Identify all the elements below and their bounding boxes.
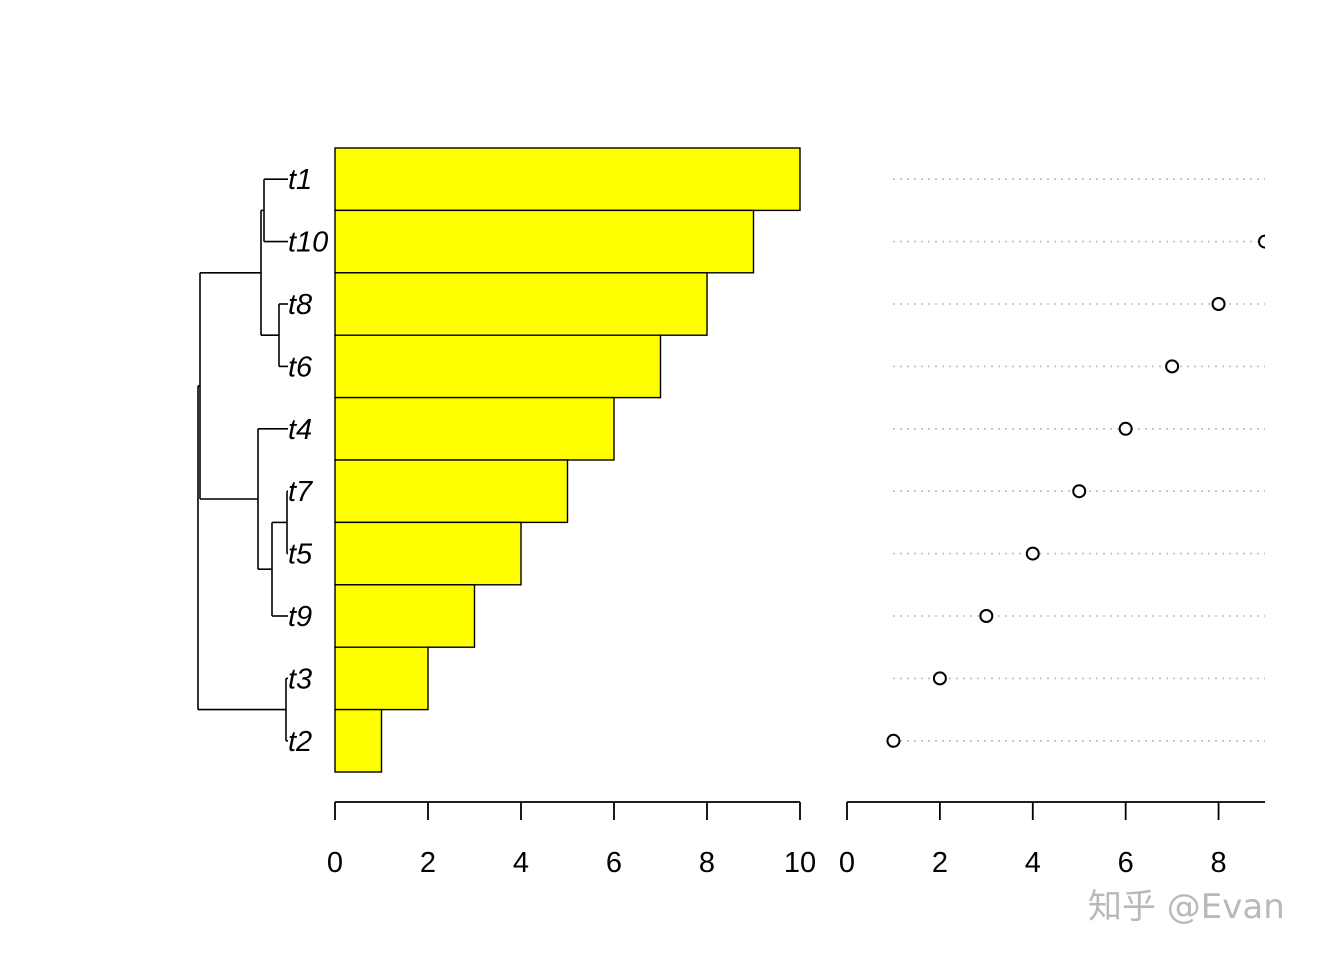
point-t1	[1305, 173, 1317, 185]
point-t8	[1211, 297, 1226, 311]
point-t4	[1118, 421, 1133, 436]
tip-label: t10	[288, 227, 328, 259]
tip-label: t4	[288, 414, 312, 446]
point-t9	[979, 609, 994, 623]
point-t3	[932, 671, 947, 686]
bar-t6	[334, 334, 662, 399]
bar-t10	[334, 209, 755, 274]
axes: 0 2 4 6 8 10 0 2 4 6 8	[327, 801, 1265, 879]
point-t2	[886, 733, 901, 748]
point-t10	[1258, 234, 1265, 249]
tip-label: t2	[288, 726, 312, 758]
tip-label: t9	[288, 601, 312, 633]
point-t6	[1165, 359, 1180, 374]
point-t5	[1025, 546, 1040, 561]
dot-tick-label: 4	[1025, 847, 1041, 879]
bar-t2	[334, 708, 383, 773]
point-t7	[1072, 484, 1087, 499]
dot-tick-label: 2	[932, 847, 948, 879]
bar-tick-label: 6	[606, 847, 622, 879]
tip-label: t3	[288, 663, 312, 695]
bar-tick-label: 10	[784, 847, 816, 879]
dot-tick-label: 8	[1210, 847, 1226, 879]
bar-tick-label: 2	[420, 847, 436, 879]
bar-tick-label: 8	[699, 847, 715, 879]
phylo-tree	[197, 178, 288, 742]
bar-t5	[334, 521, 522, 586]
bar-tick-label: 4	[513, 847, 529, 879]
tip-label: t7	[288, 476, 314, 508]
bar-t3	[334, 646, 429, 711]
bar-t7	[334, 459, 569, 524]
bar-panel	[334, 147, 801, 773]
tip-label: t5	[288, 539, 313, 571]
dot-tick-label: 6	[1118, 847, 1134, 879]
watermark: 知乎 @Evan	[1088, 887, 1285, 927]
tip-label: t1	[288, 164, 312, 196]
tip-label: t8	[288, 289, 312, 321]
tip-labels: t1 t10 t8 t6 t4 t7 t5 t9 t3 t2	[288, 164, 328, 758]
dot-tick-label: 0	[839, 847, 855, 879]
dot-points	[886, 173, 1317, 748]
bar-t4	[334, 396, 615, 461]
tip-label: t6	[288, 351, 313, 383]
bar-t8	[334, 272, 708, 336]
bar-t1	[334, 147, 801, 212]
bar-tick-label: 0	[327, 847, 343, 879]
dot-panel	[886, 173, 1317, 748]
bar-t9	[334, 584, 476, 648]
